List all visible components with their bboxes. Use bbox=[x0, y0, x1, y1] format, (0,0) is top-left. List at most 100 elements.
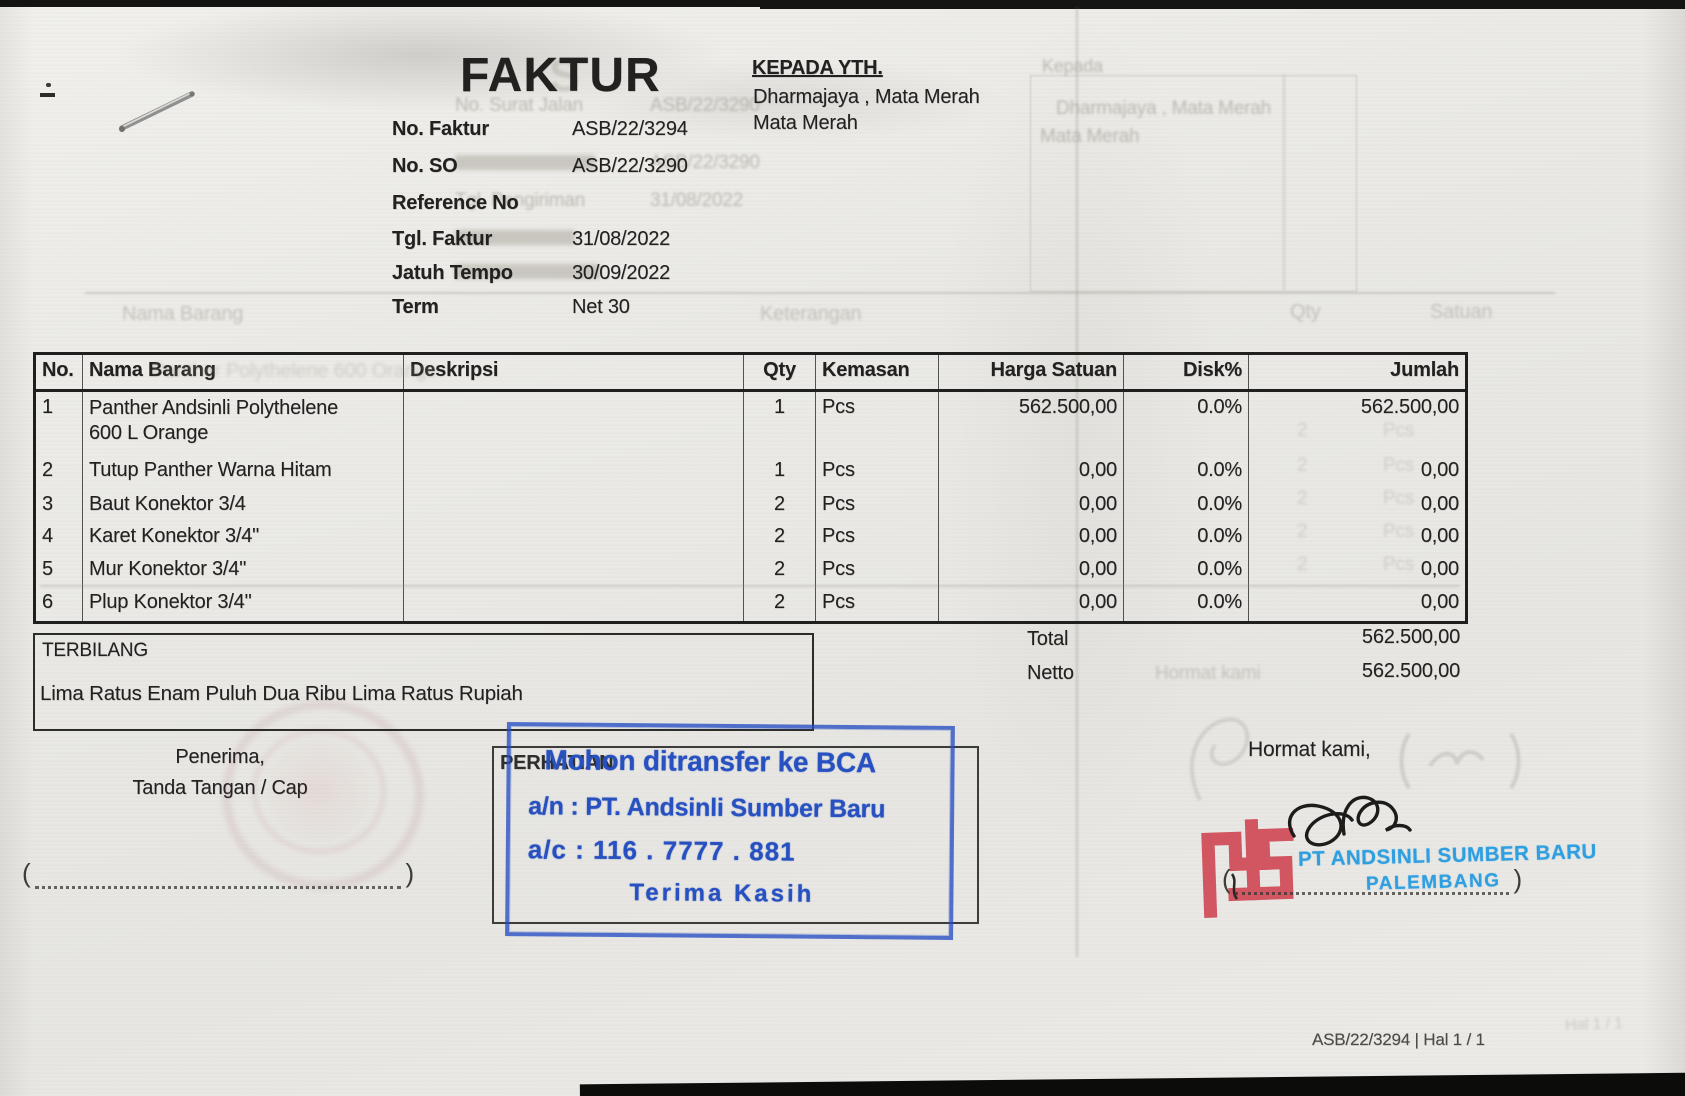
cell-qty: 1 bbox=[743, 392, 815, 455]
header-qty: Qty bbox=[743, 355, 815, 389]
ghost-meta2-smudge bbox=[455, 155, 595, 170]
cell-disk: 0.0% bbox=[1123, 489, 1248, 521]
ghost-satuan-mark: Pcs bbox=[1383, 420, 1415, 441]
cell-deskripsi bbox=[403, 521, 743, 554]
cell-nama: Mur Konektor 3/4" bbox=[82, 554, 403, 587]
penerima-signature-line: () bbox=[22, 858, 414, 889]
cell-no: 6 bbox=[42, 591, 53, 613]
cell-harga: 0,00 bbox=[938, 587, 1123, 621]
table-row: 6 Plup Konektor 3/4" 2 Pcs 0,00 0.0% 0,0… bbox=[36, 587, 1465, 621]
table-row: 4 Karet Konektor 3/4" 2 Pcs 0,00 0.0% 0,… bbox=[36, 521, 1465, 554]
cell-no: 2 bbox=[42, 459, 53, 481]
payment-stamp: Mohon ditransfer ke BCA a/n : PT. Andsin… bbox=[505, 722, 955, 940]
cell-jumlah: 0,00 bbox=[1248, 521, 1465, 554]
meta-label-jatuh-tempo: Jatuh Tempo bbox=[392, 262, 513, 284]
perhatian-box bbox=[492, 746, 979, 924]
total-label: Total bbox=[1027, 628, 1069, 650]
company-signature-line: () bbox=[1222, 864, 1522, 895]
ghost-signature-scribble bbox=[1189, 717, 1250, 801]
header-kemasan: Kemasan bbox=[815, 355, 938, 389]
netto-value: 562.500,00 bbox=[1361, 660, 1460, 682]
cell-no: 1 bbox=[42, 396, 53, 418]
cell-no: 3 bbox=[42, 493, 53, 515]
cell-harga: 0,00 bbox=[938, 455, 1123, 489]
dotted-rule bbox=[1235, 872, 1509, 895]
cell-jumlah: 562.500,00 bbox=[1248, 392, 1465, 455]
meta-label-no-so: No. SO bbox=[392, 155, 458, 177]
recipient-line1: Dharmajaya , Mata Merah bbox=[753, 86, 980, 108]
table-row: 3 Baut Konektor 3/4 2 Pcs 0,00 0.0% 0,00 bbox=[36, 489, 1465, 521]
perhatian-label: PERHATIAN bbox=[500, 752, 614, 774]
terbilang-box bbox=[33, 633, 814, 731]
header-disk: Disk% bbox=[1123, 355, 1248, 389]
ghost-col-keterangan: Keterangan bbox=[760, 303, 862, 325]
ghost-kepada-box bbox=[1030, 75, 1357, 292]
cell-qty: 2 bbox=[743, 489, 815, 521]
ghost-row-line bbox=[40, 585, 1460, 587]
cell-disk: 0.0% bbox=[1123, 554, 1248, 587]
meta-label-term: Term bbox=[392, 296, 439, 318]
cell-kemasan: Pcs bbox=[815, 521, 938, 554]
cell-disk: 0.0% bbox=[1123, 587, 1248, 621]
ghost-meta3-value: 31/08/2022 bbox=[650, 190, 744, 211]
ghost-meta1-value: ASB/22/3290 bbox=[650, 95, 760, 116]
recipient-line2: Mata Merah bbox=[753, 112, 858, 134]
ghost-footer-hal: Hal 1 / 1 bbox=[1564, 1014, 1624, 1035]
ghost-address-line2: Mata Merah bbox=[1040, 126, 1140, 147]
hormat-kami-label: Hormat kami, bbox=[1248, 738, 1371, 761]
ghost-qty-mark: 2 bbox=[1297, 455, 1308, 476]
cell-harga: 0,00 bbox=[938, 554, 1123, 587]
table-header-row: No. Nama Barang Deskripsi Qty Kemasan Ha… bbox=[36, 355, 1465, 392]
ghost-row1-text: Panther Polythelene 600 Orange bbox=[152, 360, 438, 382]
meta-value-no-faktur: ASB/22/3294 bbox=[572, 118, 688, 140]
ghost-meta4-smudge bbox=[455, 230, 575, 245]
payment-stamp-line3: a/c : 116 . 7777 . 881 bbox=[527, 834, 796, 867]
cell-jumlah: 0,00 bbox=[1248, 455, 1465, 489]
ghost-meta1-label: No. Surat Jalan bbox=[455, 95, 583, 116]
header-harga-satuan: Harga Satuan bbox=[938, 355, 1123, 389]
payment-stamp-line2: a/n : PT. Andsinli Sumber Baru bbox=[528, 792, 886, 824]
footer-page-label: ASB/22/3294 | Hal 1 / 1 bbox=[1312, 1030, 1485, 1049]
ghost-meta2-value: ASB/22/3290 bbox=[650, 152, 760, 173]
cell-deskripsi bbox=[403, 455, 743, 489]
cell-disk: 0.0% bbox=[1123, 392, 1248, 455]
cell-deskripsi bbox=[403, 392, 743, 455]
cell-qty: 1 bbox=[743, 455, 815, 489]
ink-smudge bbox=[1230, 873, 1239, 900]
ghost-qty-mark: 2 bbox=[1297, 488, 1308, 509]
cell-kemasan: Pcs bbox=[815, 455, 938, 489]
total-value: 562.500,00 bbox=[1361, 626, 1460, 648]
ghost-col-qty: Qty bbox=[1290, 301, 1321, 323]
ghost-satuan-mark: Pcs bbox=[1383, 521, 1415, 542]
cell-kemasan: Pcs bbox=[815, 392, 938, 455]
ghost-round-stamp-inner bbox=[252, 728, 386, 854]
table-row: 1 Panther Andsinli Polythelene 600 L Ora… bbox=[36, 392, 1465, 455]
signature bbox=[1287, 795, 1412, 847]
ghost-col-nama: Nama Barang bbox=[122, 303, 244, 325]
table-row: 2 Tutup Panther Warna Hitam 1 Pcs 0,00 0… bbox=[36, 455, 1465, 489]
fold-line bbox=[1076, 7, 1078, 957]
ghost-big-letter: S bbox=[549, 49, 580, 101]
cell-deskripsi bbox=[403, 554, 743, 587]
header-jumlah: Jumlah bbox=[1248, 355, 1465, 389]
cell-nama: Tutup Panther Warna Hitam bbox=[82, 455, 403, 489]
paren-close: ) bbox=[405, 858, 415, 888]
paren-close: ) bbox=[1513, 864, 1523, 894]
payment-stamp-line1: Mohon ditransfer ke BCA bbox=[544, 744, 877, 779]
meta-label-no-faktur: No. Faktur bbox=[392, 118, 489, 140]
cell-kemasan: Pcs bbox=[815, 554, 938, 587]
ghost-qty-mark: 2 bbox=[1297, 420, 1308, 441]
meta-value-no-so: ASB/22/3290 bbox=[572, 155, 688, 177]
cell-nama: Baut Konektor 3/4 bbox=[82, 489, 403, 521]
cell-qty: 2 bbox=[743, 554, 815, 587]
recipient-heading: KEPADA YTH. bbox=[752, 57, 883, 79]
cell-harga: 0,00 bbox=[938, 489, 1123, 521]
paren-open: ( bbox=[22, 858, 31, 888]
terbilang-label: TERBILANG bbox=[42, 640, 148, 661]
ghost-kepada-box-line bbox=[1283, 75, 1285, 290]
meta-value-jatuh-tempo: 30/09/2022 bbox=[572, 262, 671, 284]
cell-qty: 2 bbox=[743, 521, 815, 554]
cell-kemasan: Pcs bbox=[815, 489, 938, 521]
